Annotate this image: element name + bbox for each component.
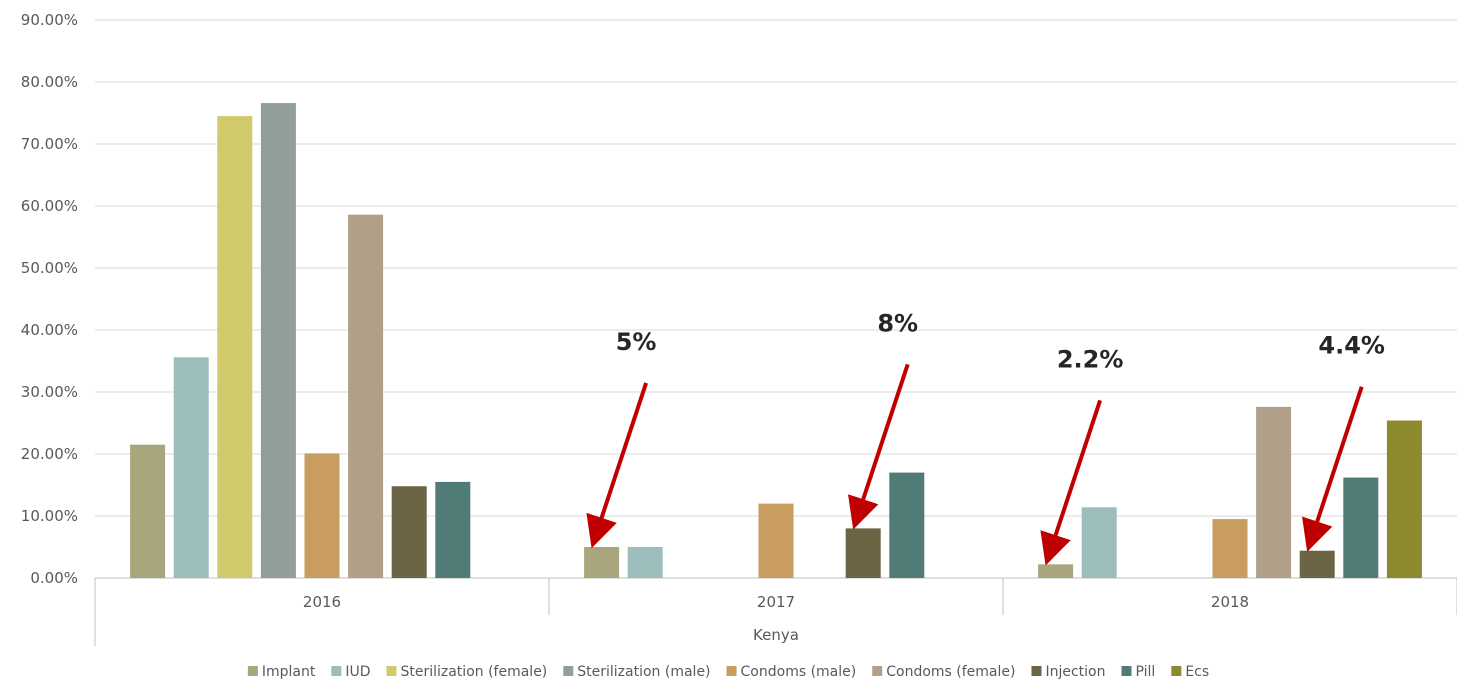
annotation-arrow	[848, 363, 910, 530]
legend-swatch	[872, 666, 883, 676]
legend-label: Condoms (female)	[886, 664, 1015, 680]
legend: Implant IUD Sterilization (female) Steriliz…	[247, 664, 1209, 680]
bar-condoms-male--2017	[758, 503, 794, 578]
legend-label: Sterilization (female)	[400, 664, 547, 680]
bar-iud-2017	[627, 547, 663, 578]
y-axis-ticks: 0.00% 10.00% 20.00% 30.00% 40.00% 50.00% 60.00…	[21, 11, 78, 587]
y-tick-label: 10.00%	[21, 507, 78, 525]
annotations: 5% 8% 2.2% 4.4%	[586, 309, 1385, 566]
bar-injection-2016	[391, 486, 427, 578]
bar-ecs-2018	[1386, 420, 1422, 578]
x-tick-label: 2017	[757, 593, 795, 611]
bar-sterilization-female--2016	[217, 116, 253, 578]
annotation-label: 4.4%	[1318, 332, 1385, 360]
y-tick-label: 20.00%	[21, 445, 78, 463]
legend-swatch	[563, 666, 574, 676]
bar-implant-2016	[130, 444, 166, 578]
legend-label: IUD	[345, 664, 370, 680]
bar-injection-2018	[1299, 550, 1335, 578]
y-tick-label: 60.00%	[21, 197, 78, 215]
legend-swatch	[726, 666, 737, 676]
y-tick-label: 50.00%	[21, 259, 78, 277]
legend-swatch	[331, 666, 342, 676]
annotation-arrow	[586, 382, 648, 549]
bar-implant-2018	[1038, 564, 1074, 578]
bar-injection-2017	[845, 528, 881, 578]
y-tick-label: 40.00%	[21, 321, 78, 339]
y-tick-label: 0.00%	[30, 569, 78, 587]
bar-pill-2016	[435, 481, 471, 578]
legend-label: Condoms (male)	[741, 664, 857, 680]
bars	[130, 103, 1422, 578]
x-tick-label: 2016	[303, 593, 341, 611]
legend-label: Injection	[1045, 664, 1105, 680]
y-tick-label: 30.00%	[21, 383, 78, 401]
bar-iud-2016	[173, 357, 209, 578]
annotation-label: 2.2%	[1057, 345, 1124, 373]
bar-implant-2017	[584, 547, 620, 578]
bar-condoms-female--2018	[1256, 406, 1292, 578]
bar-condoms-male--2016	[304, 453, 340, 578]
bar-pill-2018	[1343, 477, 1379, 578]
legend-label: Pill	[1136, 664, 1156, 680]
group-label: Kenya	[753, 626, 799, 644]
legend-swatch	[247, 666, 258, 676]
bar-condoms-male--2018	[1212, 519, 1248, 578]
bar-condoms-female--2016	[348, 214, 384, 578]
x-tick-label: 2018	[1211, 593, 1249, 611]
annotation-arrow	[1302, 386, 1364, 552]
y-tick-label: 70.00%	[21, 135, 78, 153]
legend-swatch	[386, 666, 397, 676]
legend-swatch	[1031, 666, 1042, 676]
gridlines	[95, 19, 1457, 579]
y-tick-label: 80.00%	[21, 73, 78, 91]
bar-pill-2017	[889, 472, 925, 578]
legend-label: Sterilization (male)	[577, 664, 710, 680]
bar-iud-2018	[1081, 507, 1117, 578]
legend-label: Implant	[262, 664, 316, 680]
annotation-label: 8%	[877, 309, 918, 337]
annotation-label: 5%	[616, 328, 657, 356]
y-tick-label: 90.00%	[21, 11, 78, 29]
x-axis: 2016 2017 2018 Kenya	[94, 578, 1457, 646]
legend-label: Ecs	[1185, 664, 1209, 680]
legend-swatch	[1121, 666, 1132, 676]
legend-swatch	[1171, 666, 1182, 676]
bar-sterilization-male--2016	[260, 103, 296, 578]
annotation-arrow	[1040, 399, 1102, 566]
